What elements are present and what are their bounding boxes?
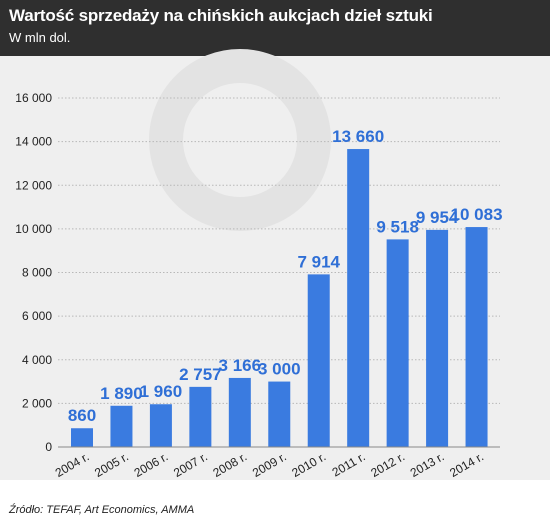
chart-title: Wartość sprzedaży na chińskich aukcjach … [9,6,433,25]
x-tick-label: 2012 r. [368,449,407,479]
bar [189,386,212,447]
y-tick-label: 4 000 [22,353,52,367]
bar [386,239,409,447]
data-label: 860 [68,406,96,425]
data-label: 13 660 [332,127,384,146]
source-note: Źródło: TEFAF, Art Economics, AMMA [9,504,195,516]
y-tick-label: 2 000 [22,396,52,410]
y-tick-label: 10 000 [15,222,52,236]
bar [228,377,251,447]
data-label: 9 518 [376,217,419,236]
x-tick-label: 2011 r. [330,449,368,479]
x-tick-label: 2006 r. [132,449,171,479]
y-tick-label: 12 000 [15,178,52,192]
bar [465,227,488,447]
chart-header: Wartość sprzedaży na chińskich aukcjach … [0,0,550,56]
data-label: 1 890 [100,384,143,403]
data-label: 3 000 [258,360,301,379]
y-tick-label: 0 [45,440,52,454]
x-tick-label: 2009 r. [250,449,289,479]
data-label: 10 083 [451,205,503,224]
x-tick-label: 2008 r. [211,449,250,479]
y-tick-label: 16 000 [15,91,52,105]
x-tick-label: 2013 r. [408,449,447,479]
watermark-logo [149,49,331,231]
bar [268,381,291,447]
y-tick-label: 6 000 [22,309,52,323]
data-label: 3 166 [219,356,262,375]
x-tick-label: 2004 r. [53,449,92,479]
y-tick-label: 14 000 [15,135,52,149]
y-tick-label: 8 000 [22,266,52,280]
bar [426,229,449,447]
data-label: 1 960 [140,382,183,401]
x-tick-label: 2010 r. [289,449,328,479]
data-label: 7 914 [297,252,340,271]
x-tick-label: 2014 r. [447,449,486,479]
data-label: 9 954 [416,208,459,227]
x-tick-label: 2005 r. [92,449,131,479]
bar [149,404,172,447]
data-label: 2 757 [179,365,222,384]
x-tick-label: 2007 r. [171,449,210,479]
bar [347,149,370,447]
bar [71,428,93,447]
chart-subtitle: W mln dol. [9,30,71,45]
bar [110,405,133,447]
bar [307,274,330,447]
